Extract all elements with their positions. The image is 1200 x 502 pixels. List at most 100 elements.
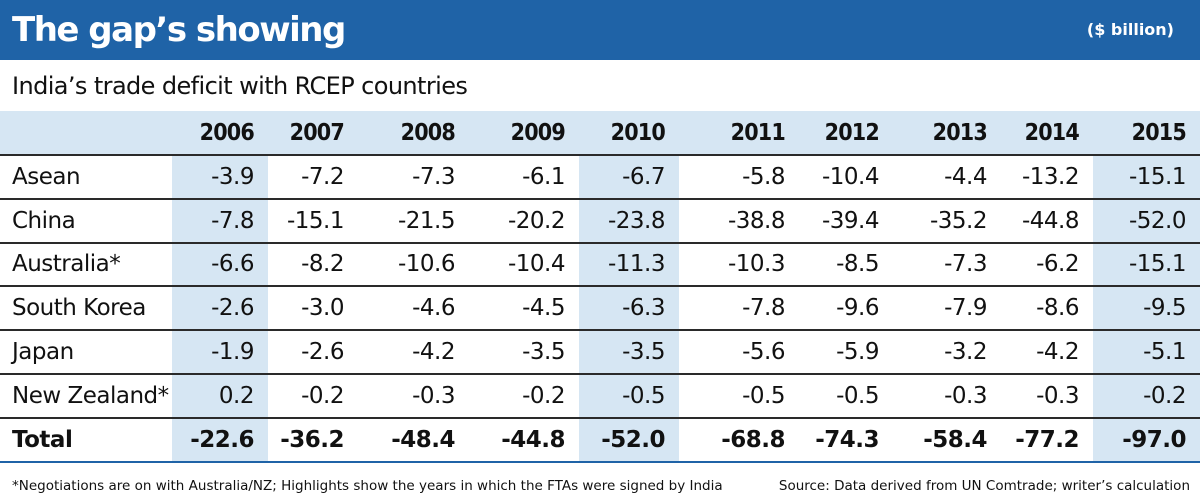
cell-china-2014: -44.8: [1001, 198, 1093, 244]
cell-south-korea-2012: -9.6: [799, 286, 893, 332]
footnote: *Negotiations are on with Australia/NZ; …: [12, 478, 723, 494]
header-row: 2006 2007 2008 2009 2010 2011 2012 2013 2014 2015: [0, 111, 1200, 156]
cell-japan-2010: -3.5: [579, 330, 679, 375]
year-header-2007: 2007: [268, 111, 358, 156]
cell-new-zealand-2015: -0.2: [1093, 373, 1200, 419]
cell-japan-2006: -1.9: [172, 330, 268, 375]
cell-china-2012: -39.4: [799, 198, 893, 244]
cell-australia-2015: -15.1: [1093, 242, 1200, 288]
cell-new-zealand-2012: -0.5: [799, 373, 893, 419]
year-header-2014: 2014: [1001, 111, 1093, 156]
cell-south-korea-2010: -6.3: [579, 286, 679, 332]
cell-japan-2012: -5.9: [799, 330, 893, 375]
cell-australia-2012: -8.5: [799, 242, 893, 288]
cell-total-2006: -22.6: [172, 417, 268, 463]
data-table: 2006 2007 2008 2009 2010 2011 2012 2013 2014 2015…: [0, 111, 1200, 463]
year-header-2013: 2013: [893, 111, 1001, 156]
row-label: New Zealand*: [0, 373, 172, 419]
row-label: Total: [0, 417, 172, 463]
cell-total-2008: -48.4: [358, 417, 469, 463]
chart-subtitle: India’s trade deficit with RCEP countrie…: [12, 72, 468, 100]
cell-australia-2009: -10.4: [469, 242, 579, 288]
cell-china-2009: -20.2: [469, 198, 579, 244]
cell-japan-2009: -3.5: [469, 330, 579, 375]
cell-australia-2010: -11.3: [579, 242, 679, 288]
cell-south-korea-2007: -3.0: [268, 286, 358, 332]
cell-china-2011: -38.8: [679, 198, 799, 244]
table-row-japan: Japan -1.9 -2.6 -4.2 -3.5 -3.5 -5.6 -5.9 -3.2 -4.…: [0, 330, 1200, 375]
cell-total-2013: -58.4: [893, 417, 1001, 463]
cell-asean-2014: -13.2: [1001, 155, 1093, 200]
year-header-2012: 2012: [799, 111, 893, 156]
table-row-china: China -7.8 -15.1 -21.5 -20.2 -23.8 -38.8 -39.4-…: [0, 198, 1200, 244]
cell-asean-2011: -5.8: [679, 155, 799, 200]
cell-australia-2006: -6.6: [172, 242, 268, 288]
table-row-total: Total -22.6 -36.2 -48.4 -44.8 -52.0 -68.8 -74.3…: [0, 417, 1200, 463]
cell-japan-2015: -5.1: [1093, 330, 1200, 375]
cell-china-2013: -35.2: [893, 198, 1001, 244]
cell-south-korea-2008: -4.6: [358, 286, 469, 332]
cell-south-korea-2011: -7.8: [679, 286, 799, 332]
cell-asean-2013: -4.4: [893, 155, 1001, 200]
year-header-2006: 2006: [172, 111, 268, 156]
row-label-header: [0, 111, 172, 156]
table-row-australia: Australia* -6.6 -8.2 -10.6 -10.4 -11.3 -10.3 -8…: [0, 242, 1200, 288]
year-header-2010: 2010: [579, 111, 679, 156]
cell-total-2010: -52.0: [579, 417, 679, 463]
cell-asean-2008: -7.3: [358, 155, 469, 200]
cell-total-2009: -44.8: [469, 417, 579, 463]
cell-japan-2007: -2.6: [268, 330, 358, 375]
row-label: Asean: [0, 155, 172, 200]
cell-total-2011: -68.8: [679, 417, 799, 463]
cell-new-zealand-2010: -0.5: [579, 373, 679, 419]
cell-south-korea-2015: -9.5: [1093, 286, 1200, 332]
table-row-asean: Asean -3.9 -7.2 -7.3 -6.1 -6.7 -5.8 -10.4 -4.4 -1…: [0, 155, 1200, 200]
table-row-new-zealand: New Zealand* 0.2 -0.2 -0.3 -0.2 -0.5 -0.5 -0.5-…: [0, 373, 1200, 419]
cell-south-korea-2014: -8.6: [1001, 286, 1093, 332]
unit-label: ($ billion): [1086, 20, 1174, 39]
cell-asean-2007: -7.2: [268, 155, 358, 200]
cell-new-zealand-2014: -0.3: [1001, 373, 1093, 419]
table-row-south-korea: South Korea -2.6 -3.0 -4.6 -4.5 -6.3 -7.8 -9.6-…: [0, 286, 1200, 332]
cell-south-korea-2006: -2.6: [172, 286, 268, 332]
year-header-2011: 2011: [679, 111, 799, 156]
cell-australia-2007: -8.2: [268, 242, 358, 288]
cell-china-2006: -7.8: [172, 198, 268, 244]
cell-south-korea-2013: -7.9: [893, 286, 1001, 332]
cell-australia-2014: -6.2: [1001, 242, 1093, 288]
year-header-2008: 2008: [358, 111, 469, 156]
cell-japan-2013: -3.2: [893, 330, 1001, 375]
cell-new-zealand-2006: 0.2: [172, 373, 268, 419]
cell-japan-2011: -5.6: [679, 330, 799, 375]
cell-new-zealand-2011: -0.5: [679, 373, 799, 419]
cell-total-2015: -97.0: [1093, 417, 1200, 463]
cell-total-2014: -77.2: [1001, 417, 1093, 463]
cell-asean-2012: -10.4: [799, 155, 893, 200]
year-header-2015: 2015: [1093, 111, 1200, 156]
cell-asean-2015: -15.1: [1093, 155, 1200, 200]
cell-japan-2008: -4.2: [358, 330, 469, 375]
cell-australia-2008: -10.6: [358, 242, 469, 288]
cell-new-zealand-2009: -0.2: [469, 373, 579, 419]
cell-total-2012: -74.3: [799, 417, 893, 463]
row-label: China: [0, 198, 172, 244]
cell-china-2007: -15.1: [268, 198, 358, 244]
table-body: Asean -3.9 -7.2 -7.3 -6.1 -6.7 -5.8 -10.4 -4.4 -1…: [0, 155, 1200, 463]
cell-south-korea-2009: -4.5: [469, 286, 579, 332]
cell-new-zealand-2008: -0.3: [358, 373, 469, 419]
chart-title: The gap’s showing: [12, 10, 346, 50]
cell-china-2015: -52.0: [1093, 198, 1200, 244]
cell-australia-2011: -10.3: [679, 242, 799, 288]
row-label: Japan: [0, 330, 172, 375]
row-label: Australia*: [0, 242, 172, 288]
cell-asean-2009: -6.1: [469, 155, 579, 200]
row-label: South Korea: [0, 286, 172, 332]
cell-new-zealand-2007: -0.2: [268, 373, 358, 419]
cell-asean-2010: -6.7: [579, 155, 679, 200]
year-header-2009: 2009: [469, 111, 579, 156]
cell-china-2008: -21.5: [358, 198, 469, 244]
cell-australia-2013: -7.3: [893, 242, 1001, 288]
cell-china-2010: -23.8: [579, 198, 679, 244]
cell-asean-2006: -3.9: [172, 155, 268, 200]
